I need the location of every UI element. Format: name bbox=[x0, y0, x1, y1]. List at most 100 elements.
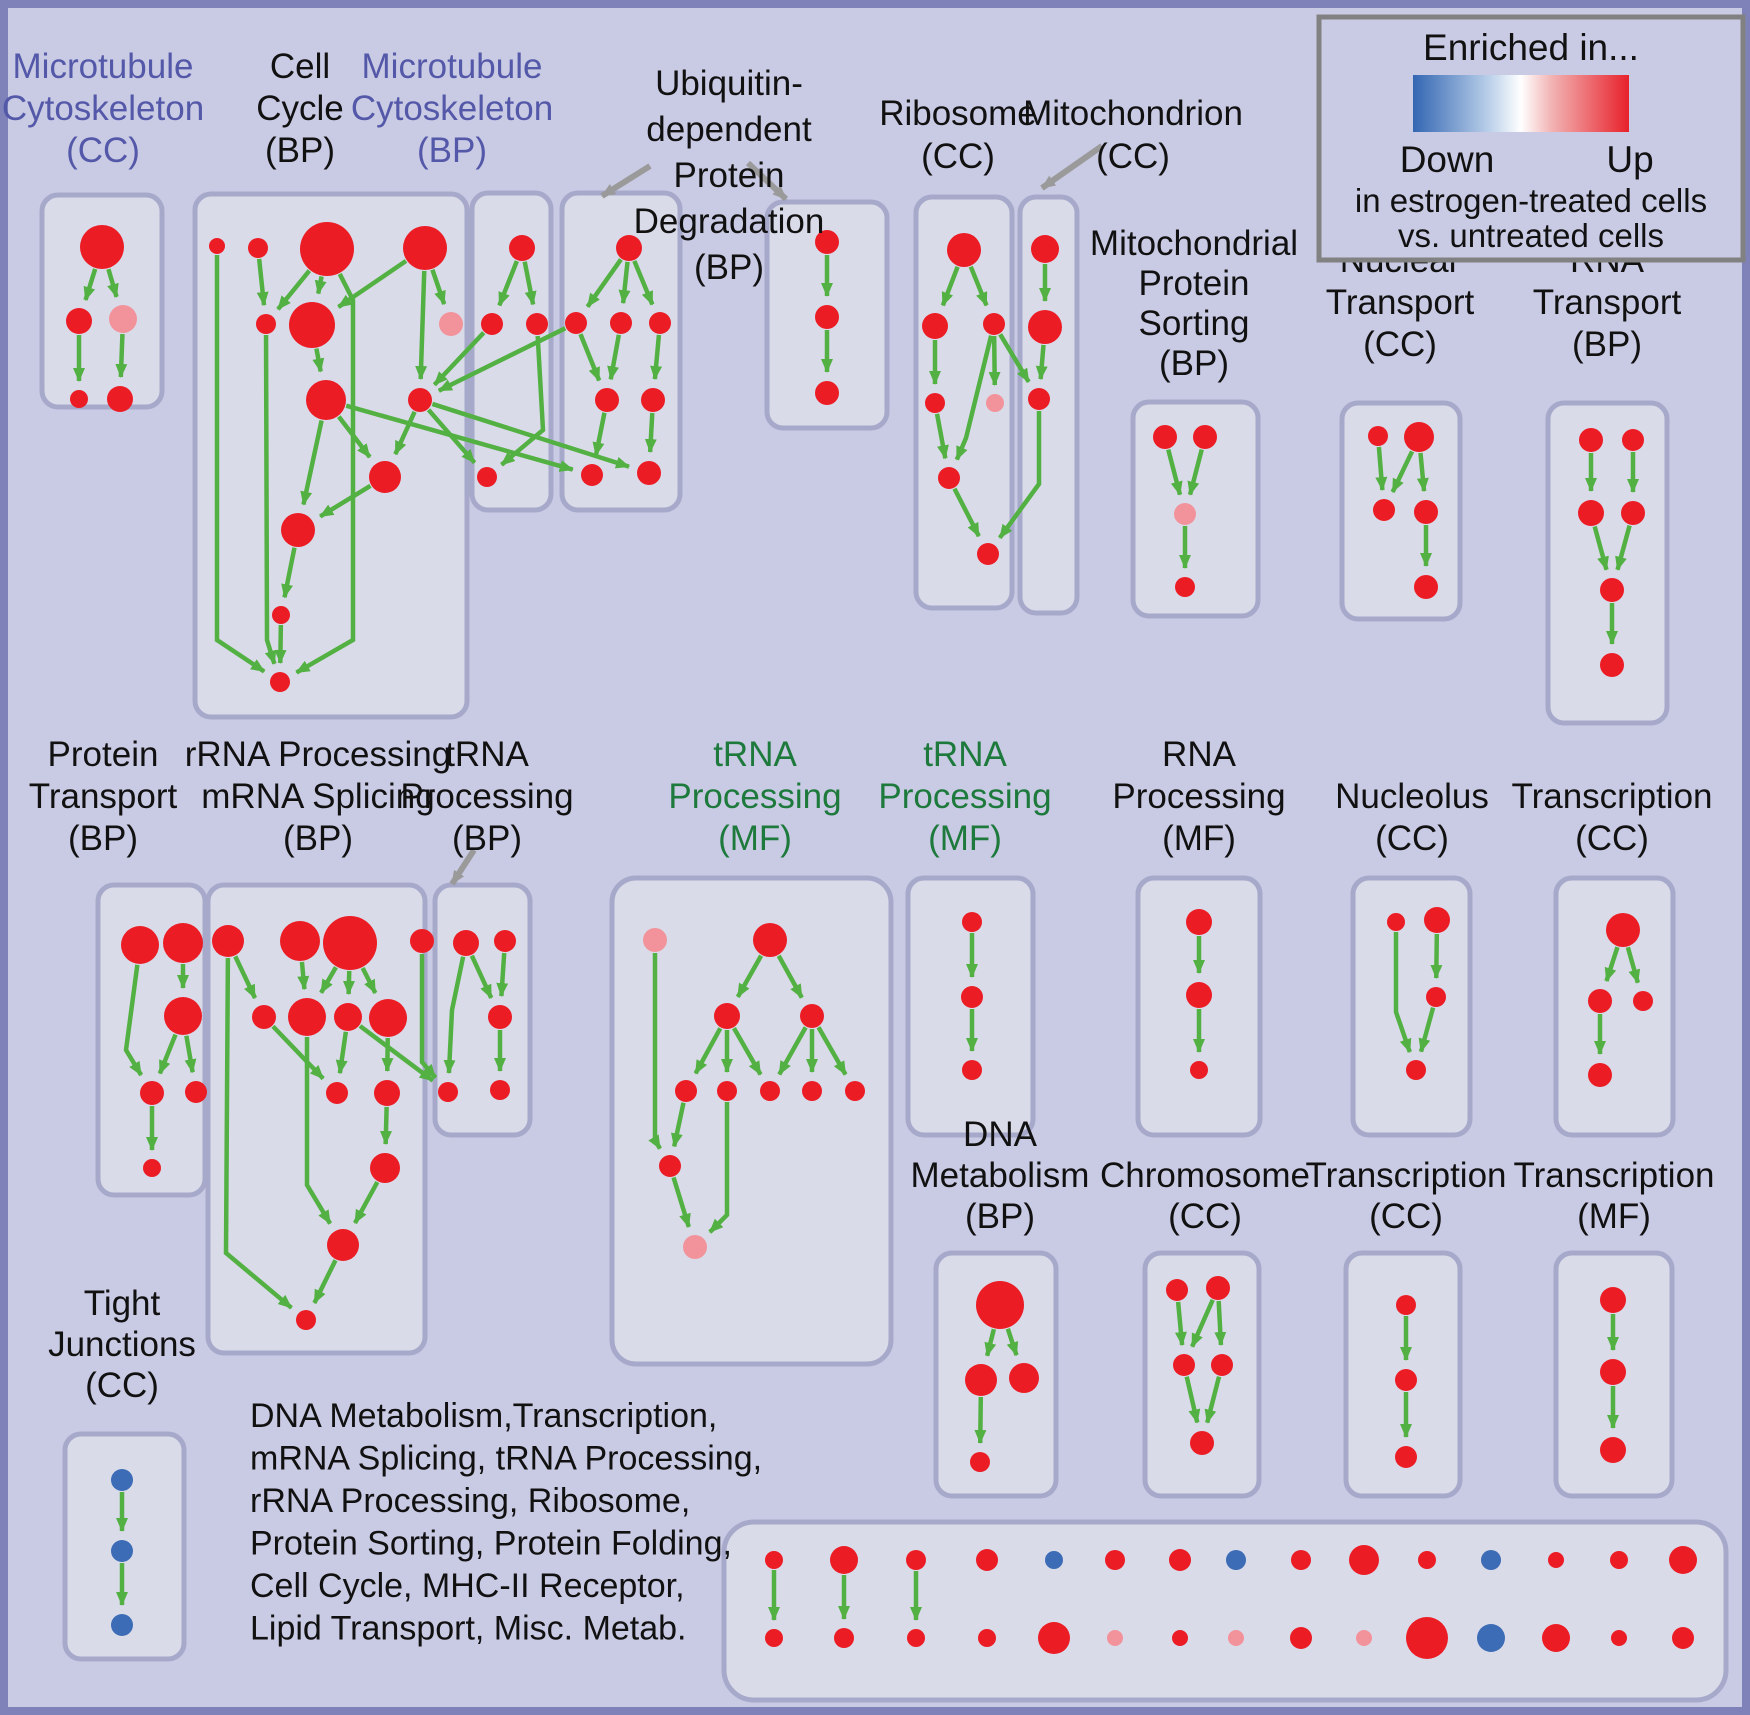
cluster-label-transcription-cc-mid: Transcription (CC) bbox=[1512, 777, 1713, 858]
node-mito-protein-sorting-p3 bbox=[1174, 503, 1196, 525]
cluster-box-nucleolus bbox=[1350, 875, 1473, 1138]
node-cell-cycle-cc13 bbox=[270, 672, 290, 692]
cluster-label-rrna-mrna: rRNA Processing mRNA Splicing (BP) bbox=[185, 735, 451, 858]
edge-arrow bbox=[214, 255, 266, 674]
node-trna-bp-t2 bbox=[494, 930, 516, 952]
edge-arrow bbox=[223, 957, 293, 1310]
cluster-label-dna-metabolism: DNA Metabolism (BP) bbox=[911, 1115, 1090, 1236]
strip-node-top-14 bbox=[1610, 1551, 1628, 1569]
edge-arrow bbox=[592, 412, 607, 457]
node-microtubule-cc-mc4 bbox=[70, 390, 88, 408]
edge-arrow bbox=[1187, 449, 1204, 496]
edge-arrow bbox=[274, 624, 287, 665]
node-cell-cycle-cc2 bbox=[248, 238, 268, 258]
node-rna-transport-q6 bbox=[1600, 653, 1624, 677]
strip-node-top-12 bbox=[1481, 1550, 1501, 1570]
node-chromosome-h1 bbox=[1166, 1279, 1188, 1301]
cluster-boxes bbox=[39, 190, 1729, 1703]
strip-node-top-13 bbox=[1548, 1552, 1564, 1568]
cluster-label-protein-transport: Protein Transport (BP) bbox=[29, 735, 178, 858]
node-tight-junctions-tj1 bbox=[111, 1469, 133, 1491]
legend-title: Enriched in... bbox=[1423, 27, 1639, 68]
edge-arrow bbox=[1166, 449, 1183, 496]
edge-arrow bbox=[1625, 946, 1641, 984]
node-rrna-mrna-r5 bbox=[252, 1005, 276, 1029]
edge-arrow bbox=[648, 953, 662, 1150]
strip-node-bottom-7 bbox=[1172, 1630, 1188, 1646]
edge-arrow bbox=[1390, 450, 1415, 493]
strip-node-bottom-12 bbox=[1477, 1624, 1505, 1652]
edge-arrow bbox=[708, 1102, 730, 1234]
edge-arrow bbox=[1592, 525, 1609, 571]
strip-node-top-7 bbox=[1169, 1549, 1191, 1571]
edge-arrow bbox=[352, 1180, 380, 1225]
node-transcription-mf-y2 bbox=[1600, 1359, 1626, 1385]
cluster-label-tight-junctions: Tight Junctions (CC) bbox=[48, 1284, 196, 1405]
edge-arrow bbox=[578, 333, 602, 382]
edge-arrow bbox=[419, 954, 438, 1080]
edge-arrow bbox=[940, 266, 960, 307]
strip-node-bottom-5 bbox=[1038, 1622, 1070, 1654]
edge-arrow bbox=[319, 966, 338, 994]
cluster-label-rna-processing-mf: RNA Processing (MF) bbox=[1112, 735, 1285, 858]
node-rrna-mrna-r6 bbox=[288, 998, 326, 1036]
edge-arrow bbox=[934, 413, 949, 460]
edge-arrow bbox=[335, 1031, 349, 1075]
edge-arrow bbox=[1204, 1376, 1222, 1424]
node-cell-cycle-cc11 bbox=[281, 513, 315, 547]
node-cell-cycle-cc10 bbox=[369, 461, 401, 493]
edge-arrow bbox=[968, 265, 989, 307]
node-microtubule-bp-mb4 bbox=[477, 467, 497, 487]
node-microtubule-bp-mb1 bbox=[509, 235, 535, 261]
edge-arrow bbox=[393, 410, 417, 456]
node-protein-transport-pb bbox=[163, 923, 203, 963]
edge-arrow bbox=[1604, 946, 1620, 982]
strip-node-bottom-2 bbox=[834, 1628, 854, 1648]
strip-node-bottom-3 bbox=[907, 1629, 925, 1647]
node-cell-cycle-cc12 bbox=[272, 606, 290, 624]
node-microtubule-bp-mb2 bbox=[481, 313, 503, 335]
cluster-box-rrna-mrna bbox=[205, 882, 428, 1356]
node-protein-transport-pd bbox=[140, 1081, 164, 1105]
edge-arrow bbox=[1615, 524, 1632, 571]
edge-arrow bbox=[123, 964, 144, 1077]
cluster-label-cell-cycle: Cell Cycle (BP) bbox=[256, 47, 344, 170]
cluster-box-microtubule-bp bbox=[469, 190, 554, 513]
cluster-box-transcription-cc-mid bbox=[1553, 875, 1676, 1138]
node-trna-mf-small-s1 bbox=[962, 912, 982, 932]
node-ubiquitin-a-u5 bbox=[641, 388, 665, 412]
strip-node-bottom-10 bbox=[1356, 1630, 1372, 1646]
edge-arrow bbox=[732, 1027, 763, 1076]
edge-arrow bbox=[360, 966, 378, 995]
node-ubiquitin-a-u4 bbox=[595, 388, 619, 412]
edge-arrow bbox=[358, 1024, 435, 1083]
node-trna-bp-t4 bbox=[438, 1082, 458, 1102]
node-chromosome-h2 bbox=[1206, 1276, 1230, 1300]
edge-arrow bbox=[312, 1259, 338, 1304]
cluster-box-mito-protein-sorting bbox=[1130, 399, 1261, 619]
edge-arrow bbox=[952, 487, 981, 538]
strip-node-bottom-1 bbox=[765, 1629, 783, 1647]
node-cell-cycle-cc3 bbox=[300, 222, 354, 276]
node-chromosome-h4 bbox=[1211, 1354, 1233, 1376]
node-trna-mf-large-m11 bbox=[683, 1235, 707, 1259]
edge-arrow bbox=[585, 258, 623, 308]
node-dna-metabolism-d3 bbox=[1009, 1363, 1039, 1393]
edge-arrow bbox=[319, 483, 372, 519]
node-ribosome-rb7 bbox=[977, 543, 999, 565]
node-trna-bp-t1 bbox=[453, 930, 479, 956]
edge-arrow bbox=[432, 331, 486, 387]
node-tight-junctions-tj3 bbox=[111, 1614, 133, 1636]
edge-arrow bbox=[671, 1102, 686, 1148]
node-trna-mf-large-m5 bbox=[675, 1080, 697, 1102]
edge-arrow bbox=[607, 334, 622, 381]
edge-arrow bbox=[115, 333, 128, 379]
node-trna-mf-large-m2 bbox=[753, 923, 787, 957]
edge-arrow bbox=[497, 260, 519, 307]
node-rrna-mrna-r9 bbox=[326, 1082, 348, 1104]
node-trna-mf-large-m7 bbox=[760, 1081, 780, 1101]
cluster-label-nucleolus: Nucleolus (CC) bbox=[1335, 777, 1489, 858]
label-pointer-arrow-3 bbox=[449, 848, 477, 886]
edge-arrow bbox=[693, 1027, 723, 1075]
